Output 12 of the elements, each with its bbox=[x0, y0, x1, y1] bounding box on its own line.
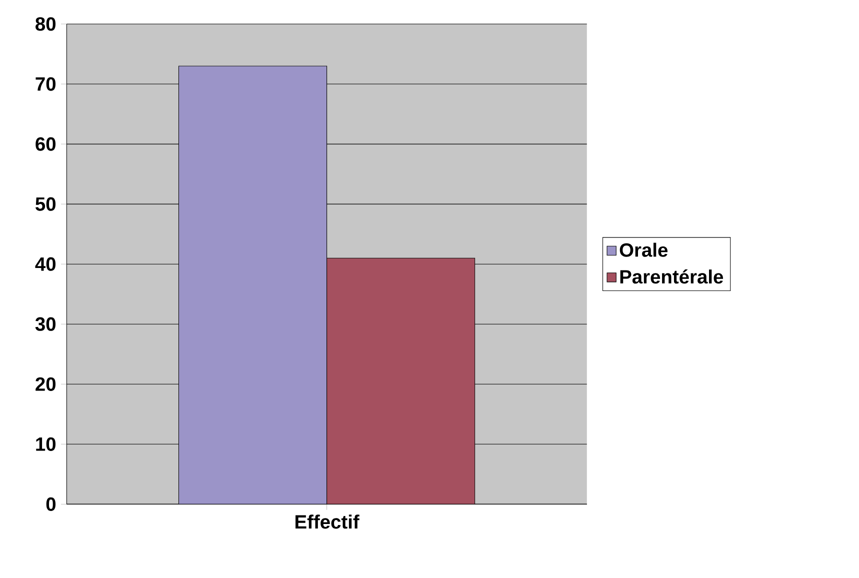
y-tick-label: 80 bbox=[36, 17, 56, 32]
y-tick-label: 10 bbox=[36, 438, 56, 452]
x-tick-label: Effectif bbox=[296, 514, 360, 529]
y-tick-label: 30 bbox=[35, 318, 56, 332]
y-tick-label: 50 bbox=[36, 197, 56, 212]
legend-label: Orale bbox=[620, 242, 668, 258]
legend-label: Parentérale bbox=[620, 270, 724, 284]
y-tick-label: 60 bbox=[36, 137, 56, 152]
y-tick-label: 20 bbox=[36, 378, 56, 392]
y-tick-label: 0 bbox=[46, 498, 56, 512]
y-tick-label: 70 bbox=[36, 77, 56, 92]
y-tick-label: 40 bbox=[35, 258, 56, 272]
